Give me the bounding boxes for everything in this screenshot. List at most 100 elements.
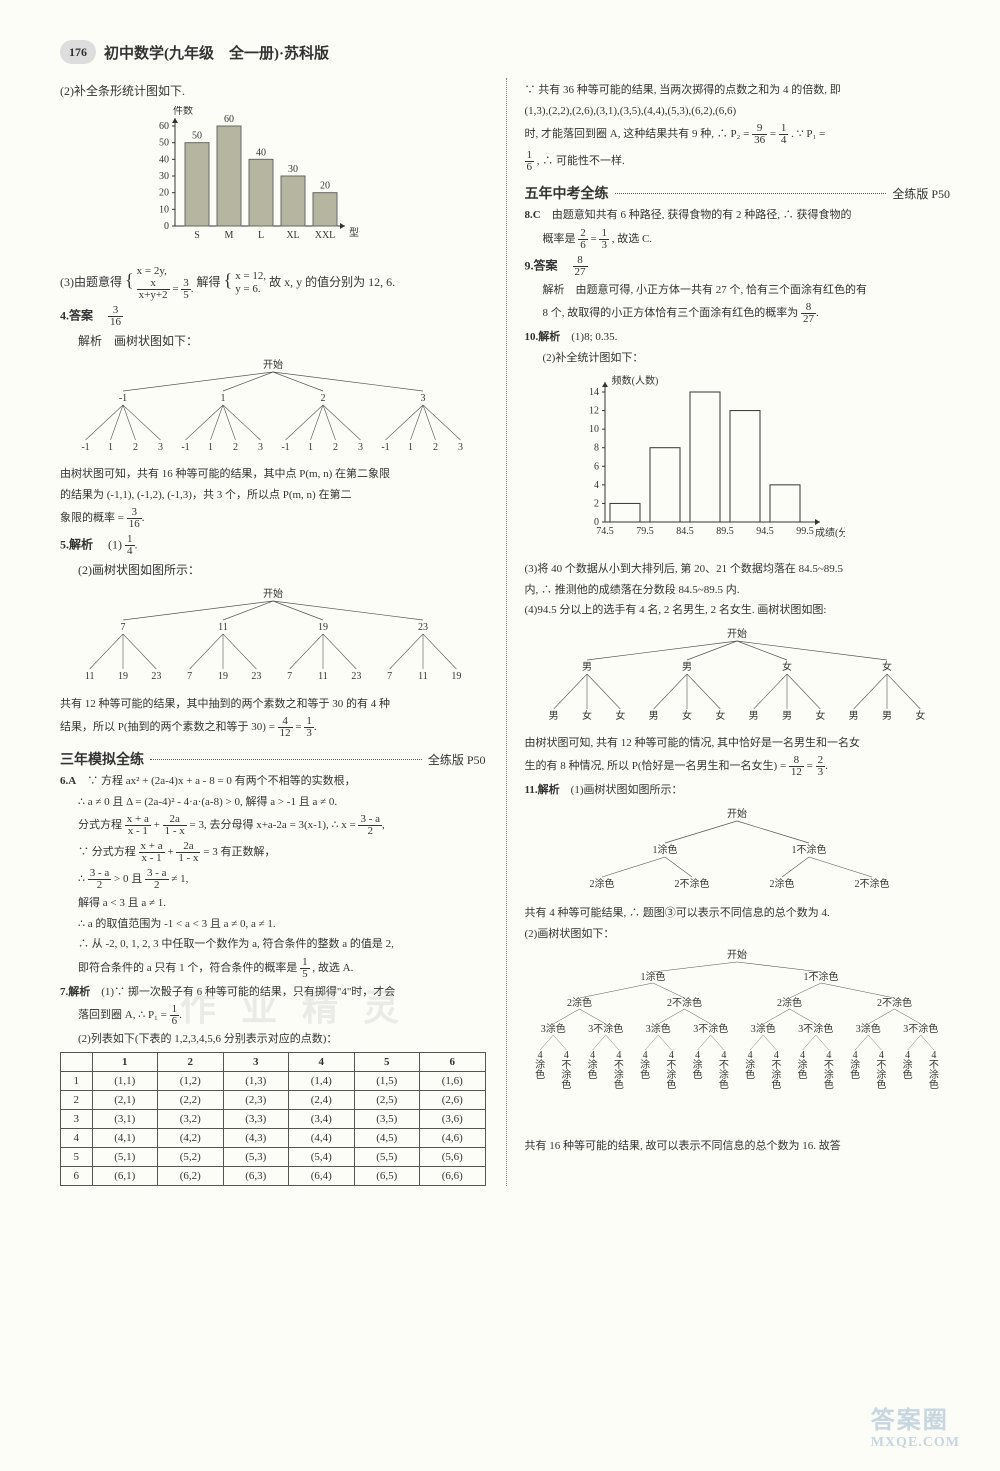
svg-text:成绩(分): 成绩(分) <box>815 526 845 539</box>
q3: (3)由题意得 { x = 2y, xx+y+2 = 35. 解得 { x = … <box>60 265 486 301</box>
svg-text:74.5: 74.5 <box>596 526 614 537</box>
svg-text:2涂色: 2涂色 <box>777 996 802 1009</box>
bar-chart: 件数型号010203040506050S60M40L30XL20XXL <box>140 106 486 259</box>
svg-text:1不涂色: 1不涂色 <box>792 843 827 856</box>
svg-text:2: 2 <box>433 442 438 453</box>
svg-text:色: 色 <box>614 1078 624 1091</box>
svg-text:男: 男 <box>649 710 659 722</box>
q9-l2: 8 个, 故取得的小正方体恰有三个面涂有红色的概率为 827. <box>525 302 951 325</box>
q9: 9.答案 827 <box>525 255 951 278</box>
svg-text:23: 23 <box>418 622 428 633</box>
svg-text:女: 女 <box>882 660 892 673</box>
svg-text:2涂色: 2涂色 <box>567 996 592 1009</box>
svg-text:3涂色: 3涂色 <box>751 1022 776 1035</box>
q8-l1: 8.C 由题意知共有 6 种路径, 获得食物的有 2 种路径, ∴ 获得食物的 <box>525 207 951 224</box>
svg-text:开始: 开始 <box>727 807 747 820</box>
svg-text:30: 30 <box>159 171 169 182</box>
svg-text:10: 10 <box>159 204 169 215</box>
tree-q10: 开始男男女女男男女女女男男女女男男女 <box>525 625 951 729</box>
q6-l9: 即符合条件的 a 只有 1 个，符合条件的概率是 15 , 故选 A. <box>60 957 486 980</box>
svg-text:2不涂色: 2不涂色 <box>855 877 890 890</box>
svg-text:-1: -1 <box>119 393 127 404</box>
svg-text:23: 23 <box>151 671 161 682</box>
svg-text:3: 3 <box>258 442 263 453</box>
svg-text:件数: 件数 <box>173 106 193 117</box>
svg-text:3: 3 <box>420 393 425 404</box>
svg-text:23: 23 <box>251 671 261 682</box>
tree-q5: 开始7111923117192319711232371119 <box>60 585 486 689</box>
svg-text:11: 11 <box>418 671 428 682</box>
svg-text:7: 7 <box>187 671 192 682</box>
svg-text:2: 2 <box>320 393 325 404</box>
q11: 11.解析 (1)画树状图如图所示： <box>525 782 951 799</box>
svg-text:7: 7 <box>287 671 292 682</box>
svg-text:色: 色 <box>588 1068 598 1081</box>
svg-text:19: 19 <box>218 671 228 682</box>
q10-e2: 生的有 8 种情况, 所以 P(恰好是一名男生和一名女生) = 812 = 23… <box>525 755 951 778</box>
svg-text:色: 色 <box>640 1068 650 1081</box>
svg-text:2: 2 <box>233 442 238 453</box>
q10-b: (2)补全统计图如下： <box>525 350 951 367</box>
tree-q11b: 开始1涂色2涂色3涂色4涂色4不涂色3不涂色4涂色4不涂色2不涂色3涂色4涂色4… <box>525 948 951 1132</box>
svg-text:2不涂色: 2不涂色 <box>667 996 702 1009</box>
svg-text:60: 60 <box>224 114 234 125</box>
svg-text:1涂色: 1涂色 <box>653 843 678 856</box>
q6-l8: ∴ 从 -2, 0, 1, 2, 3 中任取一个数作为 a, 符合条件的整数 a… <box>60 936 486 953</box>
q8-l2: 概率是 26 = 13 , 故选 C. <box>525 228 951 251</box>
svg-text:色: 色 <box>877 1078 887 1091</box>
svg-text:4: 4 <box>594 480 599 491</box>
svg-text:3不涂色: 3不涂色 <box>694 1022 729 1035</box>
svg-text:1涂色: 1涂色 <box>641 970 666 983</box>
svg-text:89.5: 89.5 <box>716 526 734 537</box>
svg-text:女: 女 <box>816 709 826 722</box>
q6-l2: ∴ a ≠ 0 且 Δ = (2a-4)² - 4·a·(a-8) > 0, 解… <box>60 794 486 811</box>
svg-text:19: 19 <box>451 671 461 682</box>
svg-text:40: 40 <box>256 147 266 158</box>
q6-l5: ∴ 3 - a2 > 0 且 3 - a2 ≠ 1, <box>60 868 486 891</box>
header-title: 初中数学(九年级 全一册)·苏科版 <box>104 42 329 63</box>
q11-c: (2)画树状图如下： <box>525 926 951 943</box>
q5-b: (2)画树状图如图所示： <box>60 561 486 579</box>
q5-t2: 结果，所以 P(抽到的两个素数之和等于 30) = 412 = 13. <box>60 716 486 739</box>
svg-text:2涂色: 2涂色 <box>770 877 795 890</box>
svg-text:79.5: 79.5 <box>636 526 654 537</box>
svg-text:3不涂色: 3不涂色 <box>904 1022 939 1035</box>
q9-anal: 解析 由题意可得, 小正方体一共有 27 个, 恰有三个面涂有红色的有 <box>525 282 951 299</box>
q10-c1: (3)将 40 个数据从小到大排列后, 第 20、21 个数据均落在 84.5~… <box>525 561 951 578</box>
svg-text:色: 色 <box>850 1068 860 1081</box>
section-5yr: 五年中考全练 全练版 P50 <box>525 183 951 203</box>
svg-text:11: 11 <box>85 671 95 682</box>
svg-text:-1: -1 <box>381 442 389 453</box>
svg-text:女: 女 <box>582 709 592 722</box>
svg-text:开始: 开始 <box>727 948 747 961</box>
svg-text:10: 10 <box>589 424 599 435</box>
svg-text:男: 男 <box>549 710 559 722</box>
svg-text:色: 色 <box>903 1068 913 1081</box>
svg-text:1: 1 <box>108 442 113 453</box>
q11-d: 共有 16 种等可能的结果, 故可以表示不同信息的总个数为 16. 故答 <box>525 1138 951 1155</box>
q6-l1: 6.A ∵ 方程 ax² + (2a-4)x + a - 8 = 0 有两个不相… <box>60 773 486 790</box>
svg-text:2: 2 <box>333 442 338 453</box>
svg-text:20: 20 <box>159 188 169 199</box>
right-column: ∵ 共有 36 种等可能的结果, 当两次掷得的点数之和为 4 的倍数, 即 (1… <box>506 78 951 1186</box>
svg-text:色: 色 <box>824 1078 834 1091</box>
svg-text:1: 1 <box>208 442 213 453</box>
svg-text:3涂色: 3涂色 <box>646 1022 671 1035</box>
svg-text:开始: 开始 <box>727 627 747 640</box>
svg-text:60: 60 <box>159 121 169 132</box>
svg-text:84.5: 84.5 <box>676 526 694 537</box>
svg-text:2涂色: 2涂色 <box>590 877 615 890</box>
q2-intro: (2)补全条形统计图如下. <box>60 82 486 100</box>
svg-text:3: 3 <box>458 442 463 453</box>
svg-text:1: 1 <box>408 442 413 453</box>
svg-text:3: 3 <box>158 442 163 453</box>
svg-text:6: 6 <box>594 461 599 472</box>
svg-text:7: 7 <box>120 622 125 633</box>
q5-t1: 共有 12 种等可能的结果，其中抽到的两个素数之和等于 30 的有 4 种 <box>60 696 486 713</box>
q6-l4: ∵ 分式方程 x + ax - 1 + 2a1 - x = 3 有正数解， <box>60 841 486 864</box>
svg-text:19: 19 <box>318 622 328 633</box>
svg-text:XL: XL <box>286 230 299 241</box>
svg-text:女: 女 <box>916 709 926 722</box>
svg-text:男: 男 <box>682 661 692 673</box>
svg-text:色: 色 <box>562 1078 572 1091</box>
